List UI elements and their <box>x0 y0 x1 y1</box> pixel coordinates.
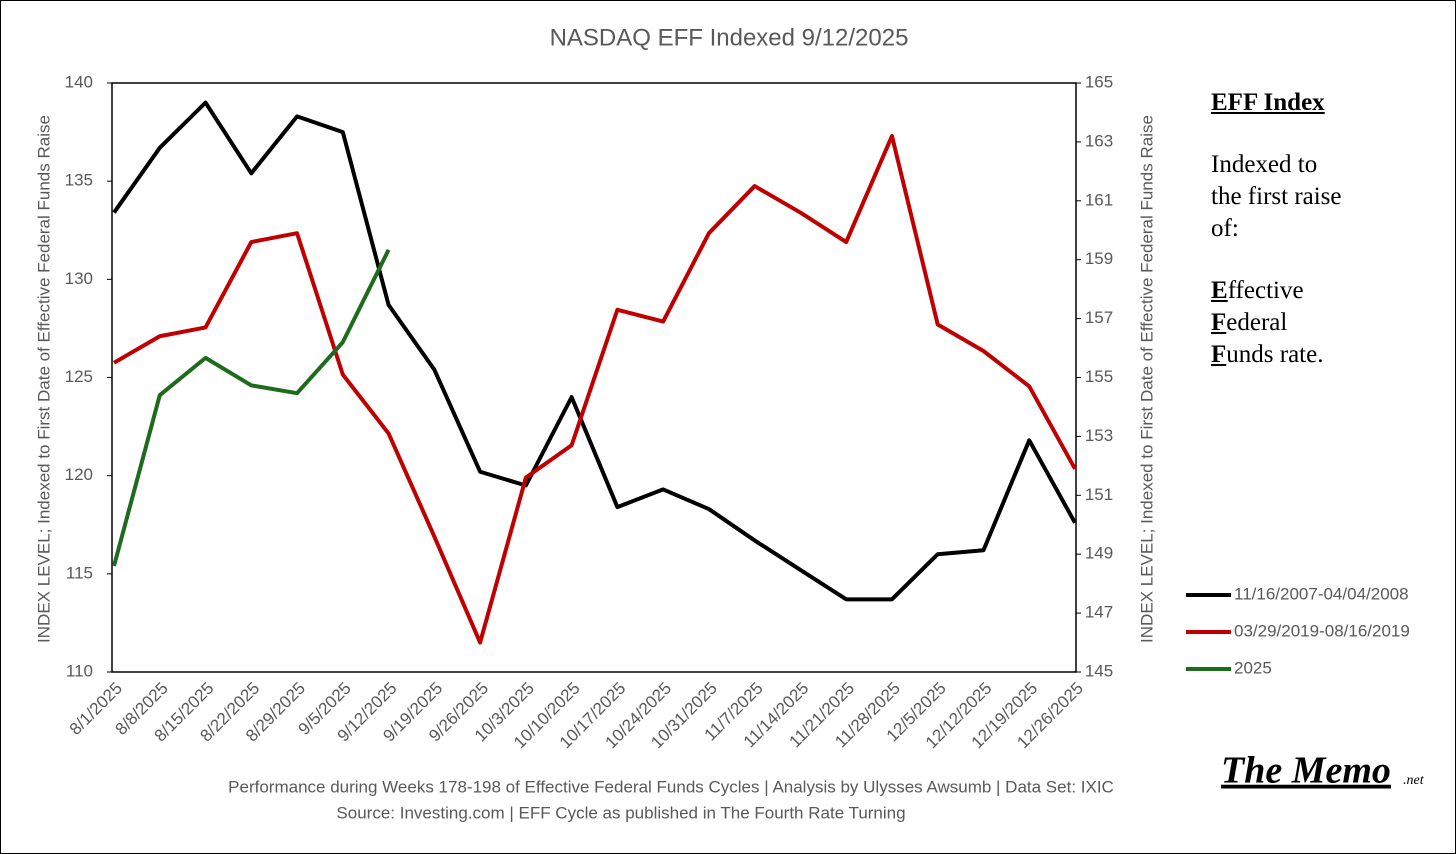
annotation-term: Effective <box>1211 277 1304 304</box>
annotation: Indexed to the first raise of: <box>1211 149 1342 245</box>
y2-tick-label: 157 <box>1085 308 1113 327</box>
annotation-term: Funds rate. <box>1211 341 1324 368</box>
y-tick-label: 120 <box>65 465 93 484</box>
brand-suffix: .net <box>1403 773 1425 788</box>
legend-label: 11/16/2007-04/04/2008 <box>1234 584 1409 603</box>
annotation-terms: Effective Federal Funds rate. <box>1211 275 1323 371</box>
y-tick-label: 110 <box>66 661 93 680</box>
y2-tick-label: 165 <box>1085 72 1113 91</box>
legend-label: 2025 <box>1234 658 1272 677</box>
y2-tick-label: 163 <box>1085 131 1113 150</box>
line-series <box>112 134 1077 645</box>
y2-tick-label: 145 <box>1085 661 1113 680</box>
annotation-term: Federal <box>1211 309 1288 336</box>
y2-tick-label: 153 <box>1085 426 1113 445</box>
y-tick-label: 125 <box>65 367 93 386</box>
footer: Performance during Weeks 178-198 of Effe… <box>228 777 1114 796</box>
y2-tick-label: 149 <box>1085 544 1113 563</box>
y2-tick-label: 161 <box>1085 190 1113 209</box>
y-tick-label: 140 <box>65 72 93 91</box>
line-series <box>112 100 1077 602</box>
legend-label: 03/29/2019-08/16/2019 <box>1234 621 1410 640</box>
line-series <box>112 248 391 567</box>
chart-title: NASDAQ EFF Indexed 9/12/2025 <box>550 24 909 51</box>
y2-tick-label: 151 <box>1085 485 1113 504</box>
y-tick-label: 115 <box>66 563 93 582</box>
y-tick-label: 135 <box>65 171 93 190</box>
y2-tick-label: 155 <box>1085 367 1113 386</box>
annotation-line: Indexed to <box>1211 151 1318 178</box>
brand: The Memo <box>1221 750 1391 792</box>
footer: Source: Investing.com | EFF Cycle as pub… <box>336 803 905 822</box>
y2-axis-label: INDEX LEVEL; Indexed to First Date of Ef… <box>1137 115 1156 643</box>
annotation-line: of: <box>1211 215 1239 242</box>
y2-tick-label: 159 <box>1085 249 1113 268</box>
annotation-line: the first raise <box>1211 183 1342 210</box>
y-tick-label: 130 <box>65 269 93 288</box>
y2-tick-label: 147 <box>1085 603 1113 622</box>
annotation-title: EFF Index <box>1211 89 1325 116</box>
y-axis-label: INDEX LEVEL; Indexed to First Date of Ef… <box>34 115 53 643</box>
